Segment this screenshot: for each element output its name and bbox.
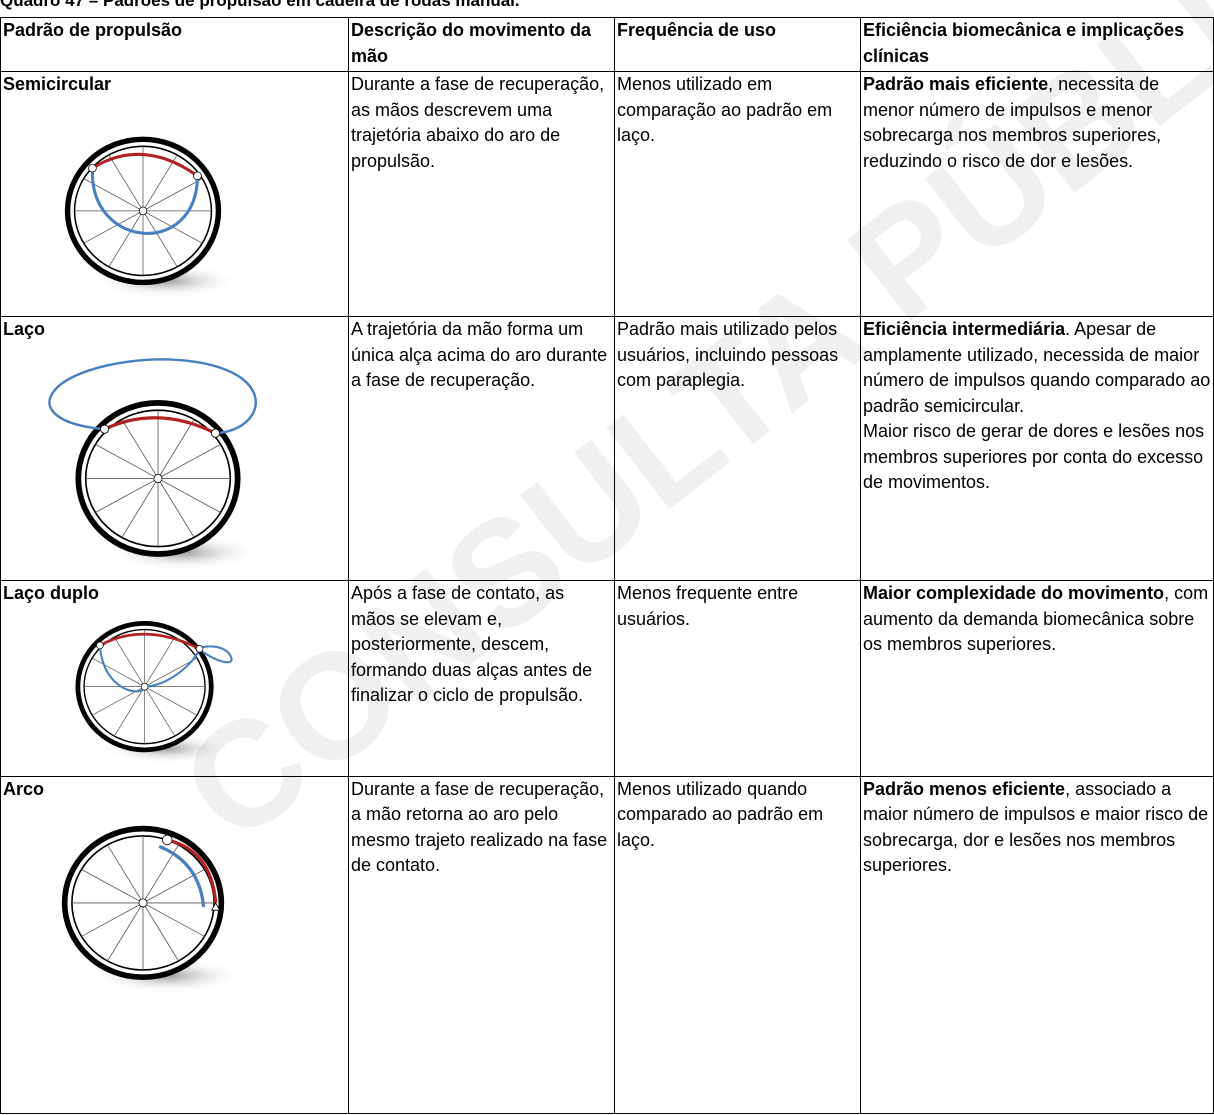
frequency-cell: Menos utilizado quando comparado ao padr… xyxy=(614,775,861,1114)
row: Laço duplo Após a fase de contato, as mã… xyxy=(0,580,1214,777)
efficiency-cell: Eficiência intermediária. Apesar de ampl… xyxy=(860,316,1214,581)
efficiency-text: , necessita de menor número de impulsos … xyxy=(863,74,1162,171)
propulsion-table: Padrão de propulsão Descrição do movimen… xyxy=(0,17,1214,1114)
efficiency-text: , associado a maior número de impulsos e… xyxy=(863,778,1209,876)
efficiency-bold: Padrão menos eficiente xyxy=(863,778,1066,799)
header-row: Padrão de propulsão Descrição do movimen… xyxy=(0,17,1214,72)
header-cell: Eficiência biomecânica e implicações clí… xyxy=(860,17,1214,72)
pattern-cell: Semicircular xyxy=(0,71,349,317)
pattern-cell: Arco xyxy=(0,775,349,1114)
row: Laço A trajetória da mão forma um única … xyxy=(0,316,1214,581)
efficiency-text: . Apesar de amplamente utilizado, necess… xyxy=(863,319,1211,416)
efficiency-note: Maior risco de gerar de dores e lesões n… xyxy=(863,421,1205,492)
description-cell: Após a fase de contato, as mãos se eleva… xyxy=(348,580,615,777)
header-cell: Padrão de propulsão xyxy=(0,17,349,72)
efficiency-cell: Padrão mais eficiente, necessita de meno… xyxy=(860,71,1214,317)
pattern-name: Laço duplo xyxy=(3,583,99,603)
efficiency-text: , com aumento da demanda biomecânica sob… xyxy=(863,583,1209,654)
row: Arco Durante a fase de recuperação, a mã… xyxy=(0,775,1214,1114)
efficiency-paragraph: Eficiência intermediária. Apesar de ampl… xyxy=(863,317,1211,419)
pattern-name: Laço xyxy=(3,319,46,339)
row: Semicircular Durante a fase de recuperaç… xyxy=(0,71,1214,317)
efficiency-cell: Maior complexidade do movimento, com aum… xyxy=(860,580,1214,777)
description-cell: Durante a fase de recuperação, a mão ret… xyxy=(348,775,615,1114)
frequency-cell: Menos utilizado em comparação ao padrão … xyxy=(614,71,861,317)
loop-illustration xyxy=(48,357,303,577)
semicircular-illustration xyxy=(13,102,273,312)
efficiency-cell: Padrão menos eficiente, associado a maio… xyxy=(860,775,1214,1114)
header-cell: Descrição do movimento da mão xyxy=(348,17,615,72)
pattern-name: Arco xyxy=(3,778,45,799)
efficiency-bold: Padrão mais eficiente xyxy=(863,74,1049,94)
description-cell: A trajetória da mão forma um única alça … xyxy=(348,316,615,581)
table-title: Quadro 47 – Padrões de propulsão em cade… xyxy=(0,0,520,10)
pattern-cell: Laço xyxy=(0,316,349,581)
frequency-cell: Menos frequente entre usuários. xyxy=(614,580,861,777)
header-cell: Frequência de uso xyxy=(614,17,861,72)
pattern-name: Semicircular xyxy=(3,74,112,94)
frequency-cell: Padrão mais utilizado pelos usuários, in… xyxy=(614,316,861,581)
efficiency-bold: Maior complexidade do movimento xyxy=(863,583,1165,603)
pattern-cell: Laço duplo xyxy=(0,580,349,777)
arc-illustration xyxy=(13,806,273,1016)
description-cell: Durante a fase de recuperação, as mãos d… xyxy=(348,71,615,317)
efficiency-bold: Eficiência intermediária xyxy=(863,319,1066,339)
double-loop-illustration xyxy=(13,611,283,776)
